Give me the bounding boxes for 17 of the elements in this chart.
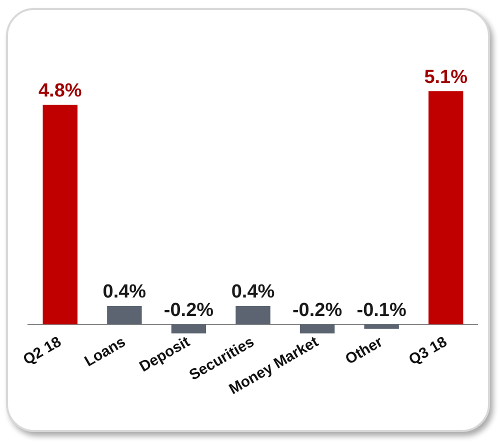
- data-label: 0.4%: [102, 282, 146, 303]
- bar: [364, 324, 399, 329]
- x-tick-label: Q3 18: [406, 333, 450, 369]
- bar: [236, 306, 270, 324]
- data-label: -0.2%: [164, 300, 214, 322]
- bar: [171, 324, 206, 334]
- x-tick-label: Other: [342, 333, 386, 368]
- bar: [428, 91, 464, 324]
- data-label: 0.4%: [231, 282, 275, 303]
- x-tick-label: Q2 18: [20, 333, 64, 369]
- data-label: -0.1%: [356, 300, 406, 322]
- bar: [300, 324, 335, 334]
- data-label: -0.2%: [292, 300, 342, 322]
- data-label: 5.1%: [424, 66, 468, 88]
- data-label: 4.8%: [38, 80, 82, 102]
- bar: [107, 306, 142, 324]
- bar: [42, 104, 78, 324]
